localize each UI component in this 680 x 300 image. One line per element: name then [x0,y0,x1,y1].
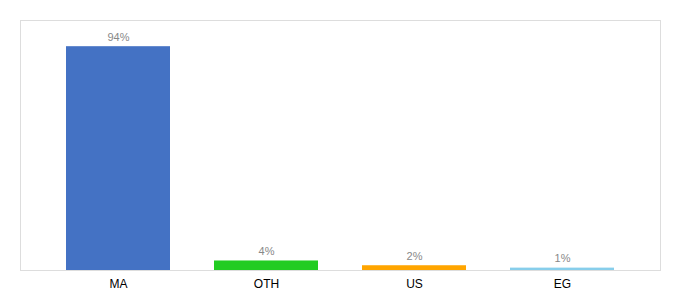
svg-text:OTH: OTH [254,277,279,291]
svg-text:94%: 94% [107,31,129,43]
svg-text:US: US [406,277,423,291]
svg-text:4%: 4% [259,245,275,257]
svg-text:2%: 2% [407,250,423,262]
svg-text:EG: EG [554,277,571,291]
svg-text:MA: MA [110,277,128,291]
svg-text:1%: 1% [555,252,571,264]
